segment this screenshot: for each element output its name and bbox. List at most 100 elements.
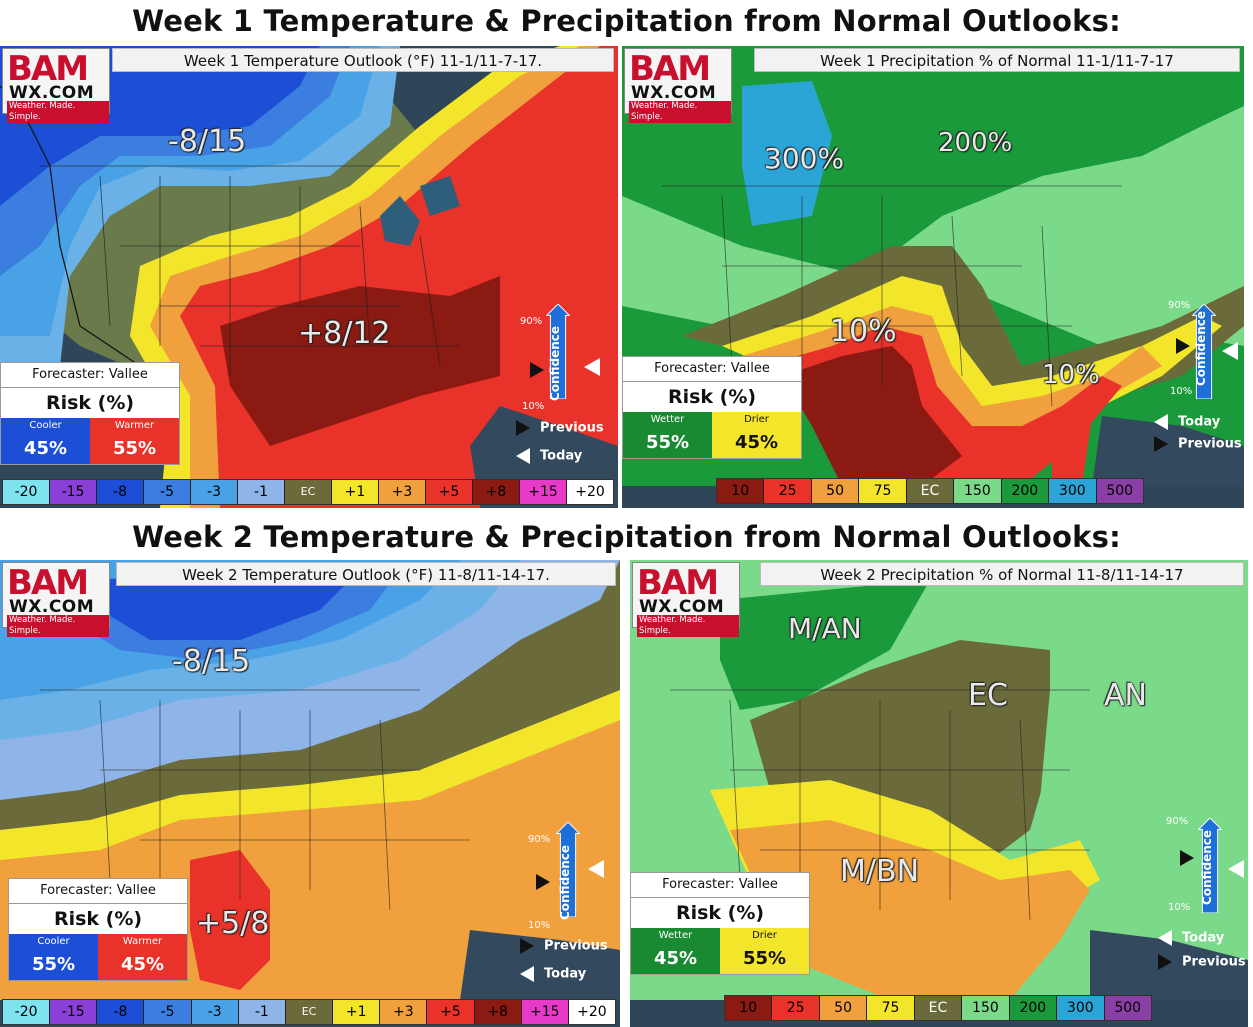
map-label-an: AN xyxy=(1104,678,1147,713)
legend-item: -1 xyxy=(238,1000,286,1024)
legend-item: 25 xyxy=(772,996,820,1020)
logo-bam: BAM xyxy=(7,563,89,603)
confidence-marker-today xyxy=(584,358,600,376)
risk-header-warmer: Warmer xyxy=(98,934,187,950)
confidence-arrow xyxy=(556,822,580,917)
logo-wx: WX.COM xyxy=(9,83,95,103)
panel-week2-temperature: Week 2 Temperature Outlook (°F) 11-8/11-… xyxy=(0,560,620,1027)
legend-item: 300 xyxy=(1049,479,1097,503)
forecaster-label: Forecaster: Vallee xyxy=(1,363,179,388)
legend-item: 150 xyxy=(962,996,1010,1020)
confidence-marker-today xyxy=(1228,860,1244,878)
week1-temperature-map xyxy=(0,46,618,508)
logo-wx: WX.COM xyxy=(639,597,725,617)
panel-week1-temperature: Week 1 Temperature Outlook (°F) 11-1/11-… xyxy=(0,46,618,508)
legend-previous: Previous xyxy=(1158,954,1246,970)
panel-week1-precipitation: Week 1 Precipitation % of Normal 11-1/11… xyxy=(622,46,1244,508)
logo-wx: WX.COM xyxy=(631,83,717,103)
confidence-marker-previous xyxy=(1180,850,1194,866)
legend-item: +8 xyxy=(473,480,520,504)
confidence-label: Confidence xyxy=(1194,310,1208,386)
map-label-cold: -8/15 xyxy=(168,124,247,159)
temperature-legend: -20 -15 -8 -5 -3 -1 EC +1 +3 +5 +8 +15 +… xyxy=(2,479,614,505)
precipitation-legend: 10 25 50 75 EC 150 200 300 500 xyxy=(724,995,1152,1021)
risk-value-drier: 45% xyxy=(712,428,801,458)
week2-temperature-map xyxy=(0,560,620,1027)
logo-wx: WX.COM xyxy=(9,597,95,617)
legend-item: -1 xyxy=(238,480,285,504)
legend-item: -20 xyxy=(3,480,50,504)
risk-title: Risk (%) xyxy=(45,392,135,414)
today-icon xyxy=(1154,414,1168,430)
risk-box: Forecaster: Vallee Risk (%) Wetter Drier… xyxy=(630,872,810,975)
legend-item: EC xyxy=(914,996,963,1020)
legend-item: 75 xyxy=(859,479,907,503)
previous-label: Previous xyxy=(1178,436,1242,452)
confidence-low: 10% xyxy=(528,920,551,931)
confidence-label: Confidence xyxy=(558,844,572,920)
legend-previous: Previous xyxy=(516,420,604,436)
confidence-marker-previous xyxy=(1176,338,1190,354)
temperature-legend: -20 -15 -8 -5 -3 -1 EC +1 +3 +5 +8 +15 +… xyxy=(2,999,616,1025)
legend-item: 150 xyxy=(954,479,1002,503)
legend-item: 75 xyxy=(867,996,915,1020)
legend-item: -5 xyxy=(144,480,191,504)
legend-item: -3 xyxy=(191,1000,239,1024)
risk-header-wetter: Wetter xyxy=(631,928,720,944)
logo-tagline: Weather. Made. Simple. xyxy=(7,615,109,637)
legend-item: -15 xyxy=(50,1000,98,1024)
legend-today: Today xyxy=(520,966,586,982)
confidence-low: 10% xyxy=(1168,902,1191,913)
risk-box: Forecaster: Vallee Risk (%) Cooler Warme… xyxy=(8,878,188,981)
legend-item: +5 xyxy=(426,480,473,504)
panel-week2-precipitation: Week 2 Precipitation % of Normal 11-8/11… xyxy=(630,560,1248,1027)
panel-title: Week 2 Temperature Outlook (°F) 11-8/11-… xyxy=(116,562,616,586)
legend-item: -3 xyxy=(191,480,238,504)
legend-today: Today xyxy=(1158,930,1224,946)
confidence-arrow xyxy=(1198,818,1222,913)
legend-previous: Previous xyxy=(520,938,608,954)
bamwx-logo: BAM WX.COM Weather. Made. Simple. xyxy=(624,48,732,123)
risk-title: Risk (%) xyxy=(53,908,143,930)
previous-label: Previous xyxy=(1182,954,1246,970)
map-label-cold: -8/15 xyxy=(172,644,251,679)
forecaster-label: Forecaster: Vallee xyxy=(631,873,809,898)
confidence-arrow xyxy=(1192,304,1216,399)
confidence-arrow xyxy=(546,304,570,399)
risk-box: Forecaster: Vallee Risk (%) Wetter Drier… xyxy=(622,356,802,459)
panel-title: Week 1 Temperature Outlook (°F) 11-1/11-… xyxy=(112,48,614,72)
legend-item: 500 xyxy=(1104,996,1151,1020)
previous-icon xyxy=(1158,954,1172,970)
bamwx-logo: BAM WX.COM Weather. Made. Simple. xyxy=(632,562,740,637)
map-label-ec: EC xyxy=(968,678,1008,713)
risk-value-cooler: 45% xyxy=(1,434,90,464)
risk-header-cooler: Cooler xyxy=(1,418,90,434)
risk-title: Risk (%) xyxy=(667,386,757,408)
legend-item: 50 xyxy=(819,996,868,1020)
previous-label: Previous xyxy=(540,420,604,436)
map-label-300: 300% xyxy=(764,142,845,175)
legend-item: +3 xyxy=(379,480,426,504)
map-label-warm: +8/12 xyxy=(298,316,391,351)
legend-item: EC xyxy=(285,1000,334,1024)
map-label-warm: +5/8 xyxy=(196,906,270,941)
legend-item: -8 xyxy=(97,480,144,504)
previous-icon xyxy=(516,420,530,436)
legend-item: 200 xyxy=(1009,996,1058,1020)
map-label-200: 200% xyxy=(938,128,1013,158)
risk-value-warmer: 45% xyxy=(98,950,187,980)
map-label-10-central: 10% xyxy=(830,314,897,349)
legend-item: 200 xyxy=(1001,479,1050,503)
risk-header-wetter: Wetter xyxy=(623,412,712,428)
logo-tagline: Weather. Made. Simple. xyxy=(7,101,109,123)
legend-item: EC xyxy=(906,479,955,503)
today-label: Today xyxy=(540,448,583,464)
bamwx-logo: BAM WX.COM Weather. Made. Simple. xyxy=(2,48,110,123)
today-icon xyxy=(1158,930,1172,946)
legend-today: Today xyxy=(1154,414,1220,430)
previous-icon xyxy=(1154,436,1168,452)
forecaster-label: Forecaster: Vallee xyxy=(623,357,801,382)
legend-item: +1 xyxy=(332,480,379,504)
today-label: Today xyxy=(1182,930,1225,946)
risk-box: Forecaster: Vallee Risk (%) Cooler Warme… xyxy=(0,362,180,465)
